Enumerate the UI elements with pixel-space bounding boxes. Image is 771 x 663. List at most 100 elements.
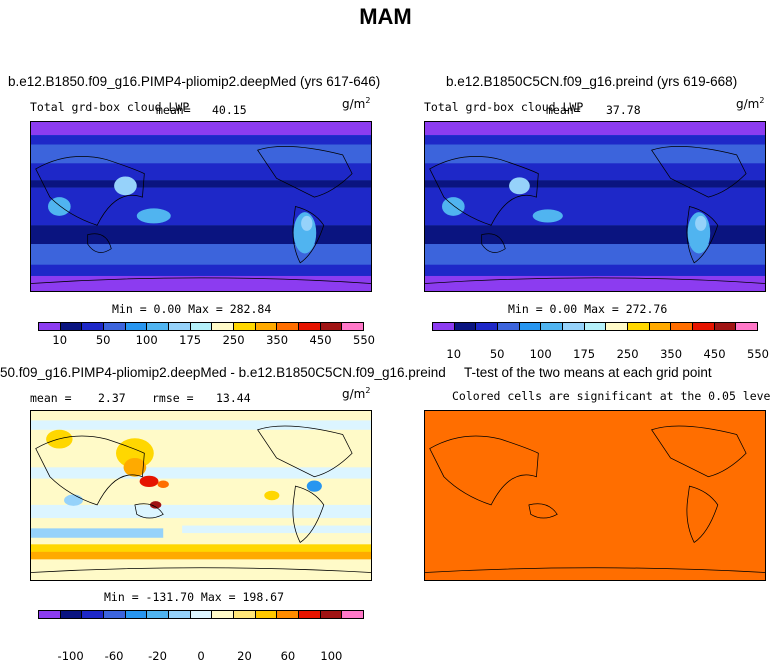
colorbar-swatch <box>498 323 520 330</box>
cloud-lwp-difference-map <box>30 410 372 581</box>
mean-value: 2.37 <box>98 391 126 405</box>
colorbar-tick-label: 100 <box>135 333 158 347</box>
colorbar-swatch <box>649 323 672 330</box>
units-label: g/m2 <box>342 96 371 111</box>
colorbar-tick-label: 50 <box>489 347 505 361</box>
colorbar-tick-label: 100 <box>529 347 552 361</box>
mean-label: mean= <box>156 103 191 117</box>
colorbar-tick-label: 60 <box>280 649 296 663</box>
colorbar-ticks-difference: -100 -60 -20 0 20 60 100 <box>38 649 364 663</box>
colorbar-swatch <box>60 611 83 618</box>
colorbar-tick-label: 450 <box>309 333 332 347</box>
colorbar-swatch <box>104 323 126 330</box>
colorbar-swatch <box>212 611 235 618</box>
cloud-lwp-map-model <box>30 121 372 292</box>
panel-title-ttest: T-test of the two means at each grid poi… <box>464 365 712 380</box>
mean-value: 40.15 <box>212 103 247 117</box>
colorbar-swatch <box>169 611 191 618</box>
mean-label: mean = <box>30 391 72 405</box>
colorbar-swatch <box>736 323 758 330</box>
colorbar-swatch <box>628 323 650 330</box>
colorbar-swatch <box>563 323 585 330</box>
colorbar-tick-label: 175 <box>573 347 596 361</box>
colorbar-swatch <box>714 323 737 330</box>
rmse-value: 13.44 <box>216 391 251 405</box>
colorbar-swatch <box>299 323 321 330</box>
colorbar-swatch <box>541 323 564 330</box>
colorbar-control <box>432 322 758 331</box>
colorbar-swatch <box>277 611 300 618</box>
colorbar-tick-label: 350 <box>266 333 289 347</box>
colorbar-swatch <box>454 323 477 330</box>
min-max-label: Min = 0.00 Max = 272.76 <box>508 302 668 316</box>
colorbar-swatch <box>476 323 499 330</box>
variable-label: Total grd-box cloud LWP <box>30 100 190 114</box>
min-max-label: Min = -131.70 Max = 198.67 <box>104 590 285 604</box>
colorbar-swatch <box>82 611 105 618</box>
colorbar-tick-label: 550 <box>353 333 375 347</box>
mean-value: 37.78 <box>606 103 641 117</box>
colorbar-difference <box>38 610 364 619</box>
panel-title-control: b.e12.B1850C5CN.f09_g16.preind (yrs 619-… <box>446 74 738 89</box>
colorbar-swatch <box>60 323 83 330</box>
colorbar-tick-label: 250 <box>616 347 639 361</box>
colorbar-tick-label: 550 <box>747 347 769 361</box>
colorbar-swatch <box>255 611 278 618</box>
colorbar-swatch <box>125 611 148 618</box>
colorbar-swatch <box>147 323 170 330</box>
colorbar-tick-label: -60 <box>104 649 124 663</box>
colorbar-tick-label: 50 <box>95 333 111 347</box>
colorbar-ticks-model: 10 50 100 175 250 350 450 550 <box>38 333 375 347</box>
cloud-lwp-map-control <box>424 121 766 292</box>
page-title: MAM <box>359 4 412 29</box>
colorbar-swatch <box>519 323 542 330</box>
min-max-label: Min = 0.00 Max = 282.84 <box>112 302 272 316</box>
colorbar-swatch <box>693 323 715 330</box>
colorbar-swatch <box>234 323 256 330</box>
mean-label: mean= <box>546 103 581 117</box>
ttest-subtitle: Colored cells are significant at the 0.0… <box>452 389 771 403</box>
colorbar-swatch <box>277 323 300 330</box>
colorbar-swatch <box>39 323 61 330</box>
colorbar-tick-label: 10 <box>446 347 462 361</box>
colorbar-swatch <box>584 323 607 330</box>
colorbar-tick-label: 0 <box>197 649 205 663</box>
units-label: g/m2 <box>736 96 765 111</box>
colorbar-swatch <box>433 323 455 330</box>
colorbar-swatch <box>320 323 343 330</box>
colorbar-tick-label: 350 <box>660 347 683 361</box>
colorbar-swatch <box>190 611 213 618</box>
colorbar-tick-label: 10 <box>52 333 68 347</box>
colorbar-tick-label: -20 <box>148 649 167 663</box>
ttest-significance-map <box>424 410 766 581</box>
colorbar-tick-label: 450 <box>703 347 726 361</box>
units-label: g/m2 <box>342 386 371 401</box>
colorbar-swatch <box>190 323 213 330</box>
rmse-label: rmse = <box>152 391 194 405</box>
panel-title-model: b.e12.B1850.f09_g16.PIMP4-pliomip2.deepM… <box>8 74 381 89</box>
colorbar-swatch <box>169 323 191 330</box>
colorbar-swatch <box>320 611 343 618</box>
panel-title-difference: 50.f09_g16.PIMP4-pliomip2.deepMed - b.e1… <box>0 365 446 380</box>
colorbar-tick-label: -100 <box>57 649 84 663</box>
colorbar-model <box>38 322 364 331</box>
colorbar-tick-label: 175 <box>179 333 202 347</box>
colorbar-tick-label: 250 <box>222 333 245 347</box>
colorbar-swatch <box>104 611 126 618</box>
colorbar-swatch <box>606 323 629 330</box>
colorbar-tick-label: 100 <box>320 649 343 663</box>
colorbar-tick-label: 20 <box>237 649 252 663</box>
colorbar-swatch <box>342 611 364 618</box>
colorbar-swatch <box>299 611 321 618</box>
variable-label: Total grd-box cloud LWP <box>424 100 584 114</box>
colorbar-swatch <box>147 611 170 618</box>
colorbar-swatch <box>342 323 364 330</box>
colorbar-swatch <box>234 611 256 618</box>
colorbar-swatch <box>125 323 148 330</box>
colorbar-swatch <box>82 323 105 330</box>
colorbar-swatch <box>671 323 694 330</box>
colorbar-swatch <box>255 323 278 330</box>
colorbar-ticks-control: 10 50 100 175 250 350 450 550 <box>432 347 769 361</box>
colorbar-swatch <box>212 323 235 330</box>
colorbar-swatch <box>39 611 61 618</box>
